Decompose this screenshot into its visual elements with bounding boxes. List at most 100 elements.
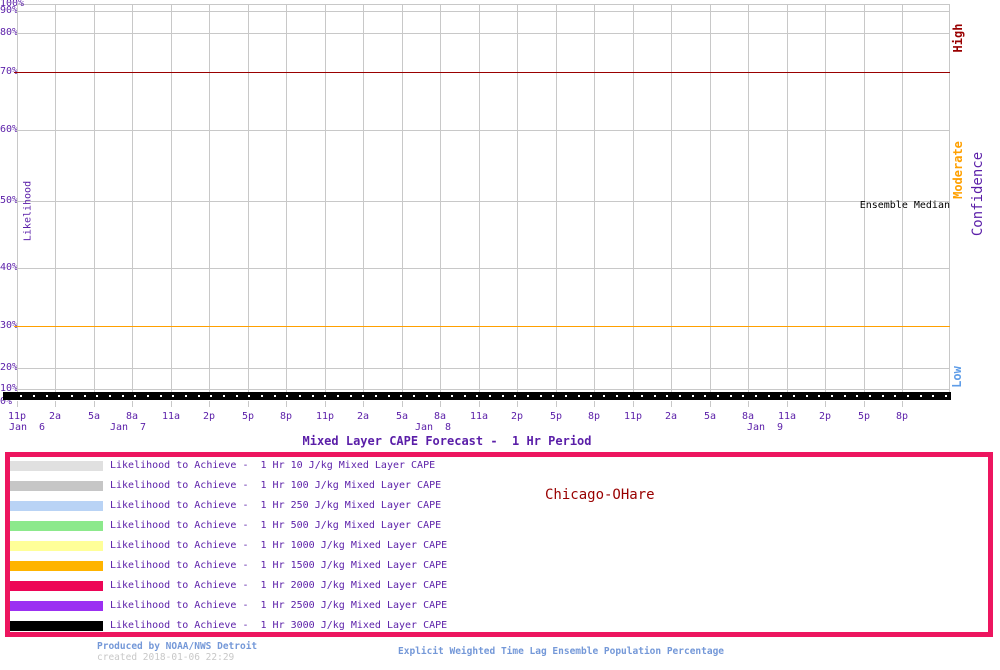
plot-area: 100% 90% 80% 70% 60% 50% 40% 30% 20% 10% 0% 11p 2a 5a…: [0, 0, 951, 433]
y-axis-tick-label: 10%: [0, 383, 19, 394]
grid-line-vertical: [363, 4, 364, 398]
grid-line-horizontal: [16, 368, 950, 369]
ensemble-median-dot: [400, 395, 403, 397]
ensemble-median-dot: [856, 395, 859, 397]
ensemble-median-dot: [615, 395, 618, 397]
grid-line-vertical: [710, 4, 711, 398]
x-axis-tick-mark: [440, 401, 441, 407]
ensemble-median-dot: [387, 395, 390, 397]
x-axis-line: [3, 397, 951, 399]
legend-color-swatch: [10, 461, 103, 471]
y-axis-tick-label: 90%: [0, 5, 19, 16]
ensemble-median-dot: [70, 395, 73, 397]
ensemble-median-dot: [159, 395, 162, 397]
ensemble-median-dot: [197, 395, 200, 397]
grid-line-vertical: [325, 4, 326, 398]
ensemble-median-dot: [526, 395, 529, 397]
x-axis-tick-mark: [864, 401, 865, 407]
x-axis-tick-mark: [248, 401, 249, 407]
x-axis-tick-label: 2a: [356, 411, 370, 422]
legend-color-swatch: [10, 561, 103, 571]
grid-line-vertical: [864, 4, 865, 398]
x-axis-tick-mark: [594, 401, 595, 407]
y-axis-tick-label: 40%: [0, 262, 19, 273]
ensemble-median-dot: [476, 395, 479, 397]
grid-line-vertical: [209, 4, 210, 398]
grid-line-vertical: [402, 4, 403, 398]
ensemble-median-dot: [906, 395, 909, 397]
grid-line-vertical: [248, 4, 249, 398]
ensemble-median-dot: [830, 395, 833, 397]
x-axis-tick-label: 2p: [818, 411, 832, 422]
ensemble-median-dot: [704, 395, 707, 397]
ensemble-median-dot: [564, 395, 567, 397]
x-axis-tick-mark: [55, 401, 56, 407]
x-axis-tick-mark: [17, 401, 18, 407]
x-axis-tick-mark: [748, 401, 749, 407]
grid-line-vertical: [671, 4, 672, 398]
ensemble-median-dot: [691, 395, 694, 397]
ensemble-median-dot: [602, 395, 605, 397]
x-axis-tick-label: 5p: [549, 411, 563, 422]
legend-color-swatch: [10, 601, 103, 611]
legend-item-label: Likelihood to Achieve - 1 Hr 100 J/kg Mi…: [110, 480, 442, 491]
x-axis-tick-label: 5p: [857, 411, 871, 422]
ensemble-median-dot: [754, 395, 757, 397]
x-axis-tick-label: 11a: [469, 411, 489, 422]
footer-method: Explicit Weighted Time Lag Ensemble Popu…: [398, 646, 725, 657]
x-axis-tick-label: 11a: [777, 411, 797, 422]
legend-item-label: Likelihood to Achieve - 1 Hr 500 J/kg Mi…: [110, 520, 442, 531]
ensemble-median-dot: [577, 395, 580, 397]
x-axis-tick-mark: [363, 401, 364, 407]
ensemble-median-dot: [32, 395, 35, 397]
x-axis-tick-label: 2a: [664, 411, 678, 422]
ensemble-median-dot: [729, 395, 732, 397]
x-axis-tick-mark: [132, 401, 133, 407]
x-axis-tick-label: 2p: [202, 411, 216, 422]
grid-line-horizontal: [16, 4, 950, 5]
legend-color-swatch: [10, 481, 103, 491]
footer-created-timestamp: created 2018-01-06 22:29: [97, 652, 235, 663]
ensemble-median-dot: [666, 395, 669, 397]
ensemble-median-dot: [235, 395, 238, 397]
low-confidence-label: Low: [950, 366, 964, 388]
x-axis-tick-label: 5a: [87, 411, 101, 422]
y-axis-tick-label: 0%: [0, 396, 13, 407]
legend-item-label: Likelihood to Achieve - 1 Hr 2000 J/kg M…: [110, 580, 448, 591]
x-axis-tick-mark: [902, 401, 903, 407]
x-axis-tick-label: 8a: [433, 411, 447, 422]
grid-line-vertical: [594, 4, 595, 398]
ensemble-median-dot: [58, 395, 61, 397]
grid-line-horizontal: [16, 268, 950, 269]
plot-right-border: [949, 4, 950, 398]
ensemble-median-label: Ensemble Median: [859, 200, 950, 211]
legend-color-swatch: [10, 541, 103, 551]
confidence-axis-label: Confidence: [970, 151, 986, 237]
x-axis-date-label: Jan 8: [414, 422, 452, 433]
grid-line-horizontal: [16, 11, 950, 12]
y-axis-tick-label: 100%: [0, 0, 25, 9]
x-axis-tick-label: 8p: [587, 411, 601, 422]
ensemble-median-dot: [552, 395, 555, 397]
grid-line-horizontal: [16, 130, 950, 131]
x-axis-tick-label: 5a: [703, 411, 717, 422]
ensemble-median-dot: [311, 395, 314, 397]
x-axis-tick-label: 11p: [315, 411, 335, 422]
ensemble-median-dot: [868, 395, 871, 397]
legend-color-swatch: [10, 581, 103, 591]
x-axis-tick-mark: [671, 401, 672, 407]
x-axis-tick-label: 8a: [125, 411, 139, 422]
ensemble-median-dot: [83, 395, 86, 397]
grid-line-vertical: [132, 4, 133, 398]
x-axis-tick-label: 8p: [279, 411, 293, 422]
ensemble-median-dot: [805, 395, 808, 397]
moderate-confidence-label: Moderate: [951, 141, 965, 199]
ensemble-median-dot: [336, 395, 339, 397]
ensemble-median-dot: [324, 395, 327, 397]
x-axis-tick-mark: [286, 401, 287, 407]
grid-line-vertical: [17, 4, 18, 398]
legend-item-label: Likelihood to Achieve - 1 Hr 3000 J/kg M…: [110, 620, 448, 631]
grid-line-horizontal: [16, 201, 950, 202]
grid-line-vertical: [479, 4, 480, 398]
